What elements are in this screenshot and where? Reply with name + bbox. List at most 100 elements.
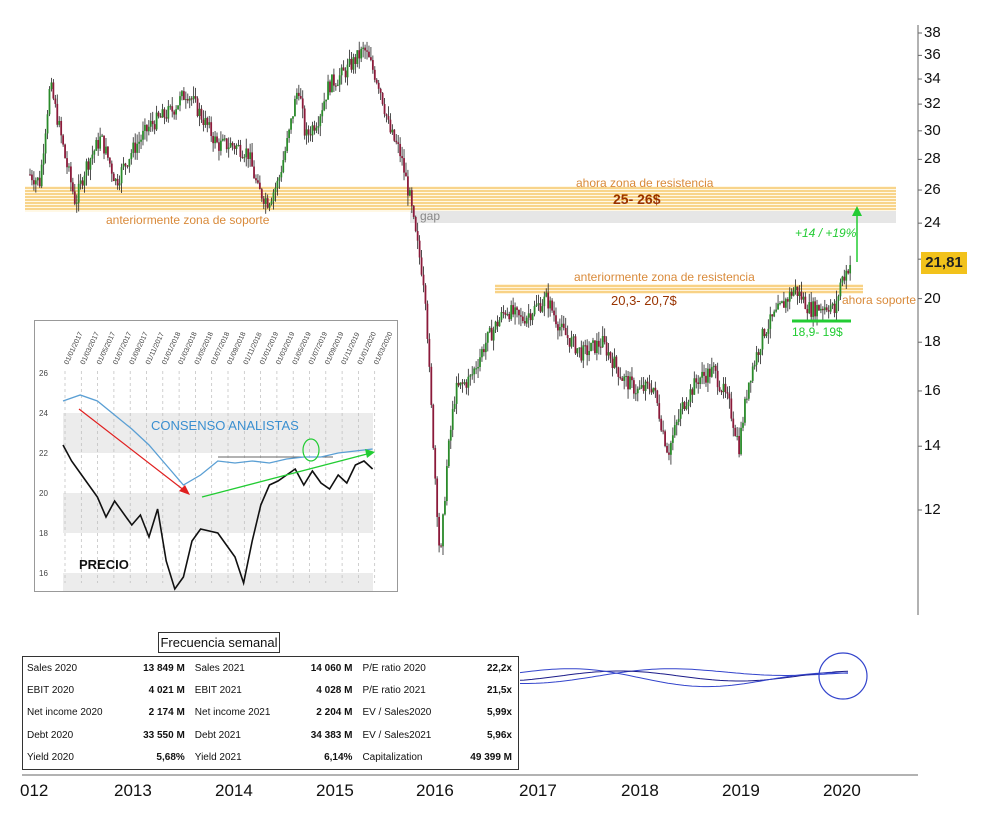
x-tick-label: 2017	[519, 781, 557, 800]
candle-body	[629, 376, 631, 390]
candle-body	[627, 376, 629, 390]
candle-body	[181, 91, 183, 97]
candle-body	[708, 368, 711, 377]
candle-body	[255, 178, 257, 181]
candle-body	[701, 371, 703, 378]
candle-body	[358, 50, 361, 59]
candle-body	[313, 125, 316, 131]
table-label: Sales 2020	[27, 662, 78, 674]
candle-body	[110, 163, 113, 174]
candle-body	[66, 158, 68, 168]
candle-body	[605, 342, 608, 356]
candle-body	[625, 376, 628, 378]
candle-body	[46, 114, 49, 134]
y-tick-label: 24	[924, 214, 941, 232]
candle-body	[595, 340, 598, 354]
candle-body	[576, 348, 579, 354]
candle-body	[798, 291, 801, 296]
candle-body	[99, 136, 102, 149]
candle-body	[144, 124, 146, 131]
candle-body	[843, 276, 846, 281]
candle-body	[105, 146, 107, 154]
inset-band	[63, 573, 373, 613]
candle-body	[560, 323, 563, 327]
candle-body	[379, 88, 382, 93]
candle-body	[317, 126, 320, 128]
candle-body	[169, 106, 172, 108]
candle-body	[42, 153, 45, 165]
candle-body	[149, 120, 152, 127]
candle-body	[159, 116, 162, 118]
oscillator-line	[519, 668, 849, 688]
candle-body	[116, 178, 119, 186]
candle-body	[594, 340, 596, 354]
candle-body	[231, 142, 234, 146]
resistance-zone-20	[495, 284, 863, 294]
candle-body	[140, 139, 142, 142]
x-tick-label: 2018	[621, 781, 659, 800]
candle-body	[539, 303, 542, 312]
candle-body	[447, 440, 450, 467]
candle-body	[364, 47, 366, 51]
downtrend-arrow	[78, 408, 186, 492]
candle-body	[303, 108, 306, 136]
candle-body	[142, 130, 144, 140]
candle-body	[401, 156, 403, 159]
candle-body	[48, 89, 51, 115]
candle-body	[130, 153, 133, 160]
candle-body	[835, 300, 838, 314]
candle-body	[486, 331, 489, 343]
candle-body	[652, 387, 655, 393]
candle-body	[77, 183, 80, 203]
candle-body	[253, 166, 255, 179]
candle-body	[340, 67, 343, 76]
candle-body	[428, 338, 431, 367]
candle-body	[440, 545, 442, 547]
candle-body	[87, 161, 90, 170]
candle-body	[354, 57, 357, 64]
inset-plot: 01/01/201701/03/201701/05/201701/07/2017…	[39, 331, 394, 613]
candle-body	[327, 81, 329, 100]
candle-body	[738, 435, 740, 455]
candle-body	[707, 368, 709, 383]
candle-body	[192, 96, 195, 100]
candle-body	[580, 347, 583, 361]
candle-body	[272, 192, 275, 202]
candle-body	[816, 305, 818, 317]
candle-body	[529, 313, 532, 321]
candle-body	[496, 321, 499, 327]
candle-body	[714, 365, 717, 371]
candle-body	[241, 156, 244, 158]
candle-body	[221, 138, 224, 141]
candle-body	[558, 326, 561, 331]
candle-body	[691, 389, 694, 395]
candle-body	[153, 124, 156, 130]
candle-body	[679, 409, 682, 419]
candle-body	[642, 385, 645, 391]
candle-body	[671, 435, 674, 443]
candle-body	[724, 383, 727, 393]
inset-y-tick-label: 24	[39, 409, 48, 418]
candle-body	[609, 352, 612, 359]
candle-body	[420, 257, 423, 275]
x-tick-label: 2015	[316, 781, 354, 800]
candle-body	[506, 313, 509, 315]
candle-body	[103, 135, 105, 154]
candle-body	[520, 315, 522, 317]
candle-body	[307, 129, 310, 135]
candle-body	[134, 142, 137, 153]
candle-body	[664, 431, 666, 446]
candle-body	[258, 182, 261, 190]
candle-body	[112, 173, 115, 182]
candle-body	[453, 403, 456, 409]
uptrend-arrow	[201, 453, 368, 498]
candle-body	[321, 110, 324, 117]
candle-body	[512, 305, 515, 315]
candle-body	[370, 57, 372, 61]
candle-body	[292, 116, 294, 119]
candle-body	[796, 286, 799, 296]
y-tick-label: 30	[924, 121, 941, 139]
candle-body	[407, 176, 409, 196]
candle-body	[518, 309, 520, 316]
